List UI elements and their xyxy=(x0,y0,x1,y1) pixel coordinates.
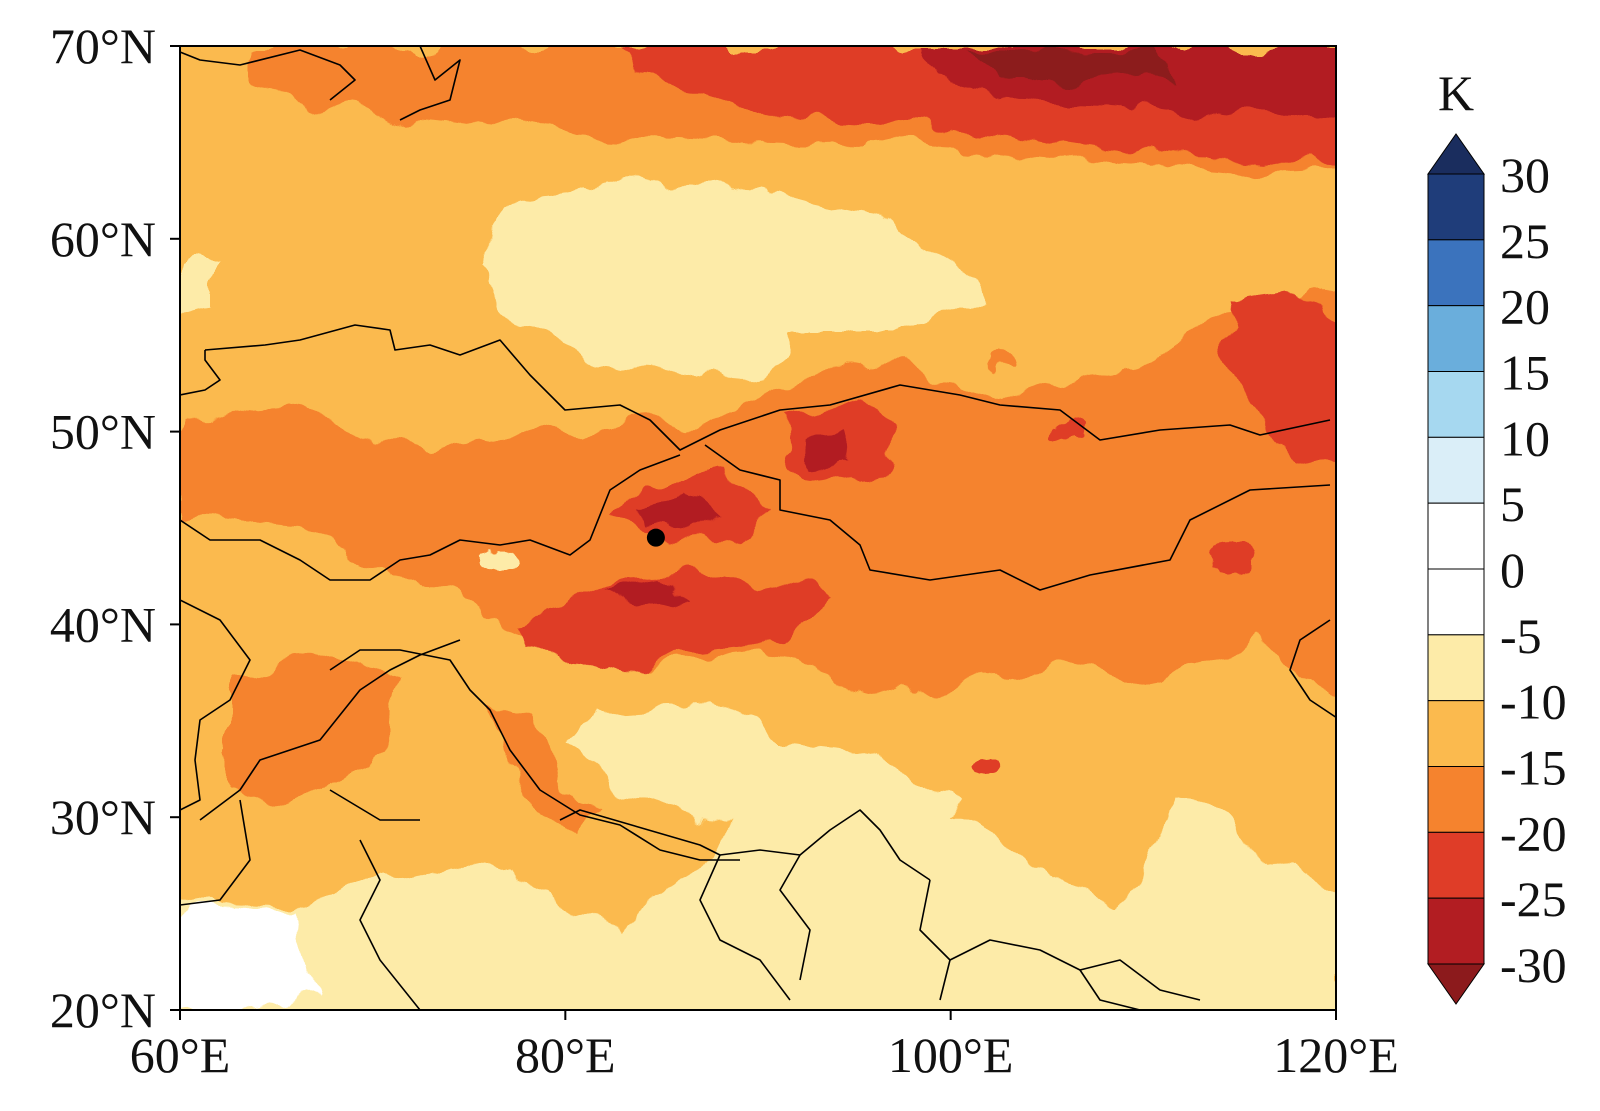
colorbar-tick-label: 0 xyxy=(1500,542,1525,598)
contour-light-siberia xyxy=(480,185,980,380)
colorbar-bin xyxy=(1427,634,1485,702)
patch-orange-1 xyxy=(990,352,1010,368)
colorbar-tick-label: 15 xyxy=(1500,345,1550,401)
colorbar-bin xyxy=(1427,766,1485,833)
colorbar-bin xyxy=(1427,173,1485,241)
contour-deepred-north xyxy=(960,50,1180,80)
contour-light-west xyxy=(180,265,215,320)
colorbar-bin xyxy=(1427,371,1485,438)
patch-red-1 xyxy=(1208,542,1252,578)
colorbar: K 30 25 20 15 10 5 0 -5 -10 -15 -20 -25 -30 xyxy=(1427,65,1567,1005)
contour-red-tarim xyxy=(520,575,830,670)
colorbar-extend-top xyxy=(1427,133,1485,175)
colorbar-bin xyxy=(1427,700,1485,768)
patch-light-1 xyxy=(485,550,515,570)
map-panel xyxy=(180,46,1336,1010)
contour-orange-central xyxy=(180,290,1336,695)
colorbar-bin xyxy=(1427,305,1485,372)
y-tick-label: 70°N xyxy=(50,18,156,74)
colorbar-bins xyxy=(1427,173,1485,965)
x-axis: 60°E 80°E 100°E 120°E xyxy=(130,1010,1399,1083)
contour-white-south xyxy=(180,905,320,1010)
colorbar-tick-label: 20 xyxy=(1500,279,1550,335)
contour-red-east xyxy=(1220,290,1336,469)
x-tick-label: 80°E xyxy=(515,1027,616,1083)
colorbar-extend-bottom xyxy=(1427,963,1485,1005)
colorbar-tick-label: -15 xyxy=(1500,740,1567,796)
colorbar-tick-label: -30 xyxy=(1500,937,1567,993)
colorbar-unit: K xyxy=(1438,65,1474,121)
contour-darkred-junggar xyxy=(640,495,720,535)
colorbar-bin xyxy=(1427,436,1485,504)
colorbar-bin xyxy=(1427,831,1485,899)
map-frame xyxy=(179,45,1337,1011)
site-marker-dot xyxy=(646,528,665,547)
x-tick-label: 120°E xyxy=(1273,1027,1399,1083)
contour-small-patches xyxy=(485,352,1252,775)
contour-orange-afghan xyxy=(230,650,400,800)
y-tick-label: 20°N xyxy=(50,982,156,1038)
colorbar-bin xyxy=(1427,568,1485,636)
colorbar-tick-label: -10 xyxy=(1500,674,1567,730)
contour-orange-nepal xyxy=(480,700,610,830)
y-axis: 20°N 30°N 40°N 50°N 60°N 70°N xyxy=(50,18,180,1038)
colorbar-tick-label: 25 xyxy=(1500,213,1550,269)
colorbar-tick-label: 30 xyxy=(1500,147,1550,203)
colorbar-tick-label: -5 xyxy=(1500,608,1542,664)
contour-darkred-mongolia xyxy=(800,435,850,465)
colorbar-bin xyxy=(1427,897,1485,965)
contour-darkred-tarim xyxy=(600,580,690,610)
colorbar-bin xyxy=(1427,239,1485,307)
patch-red-2 xyxy=(973,755,997,775)
colorbar-tick-label: -20 xyxy=(1500,805,1567,861)
contour-light-south xyxy=(180,790,1336,1010)
colorbar-labels: 30 25 20 15 10 5 0 -5 -10 -15 -20 -25 -30 xyxy=(1500,147,1567,993)
contour-light-tibet xyxy=(570,700,960,840)
y-tick-label: 60°N xyxy=(50,211,156,267)
patch-red-3 xyxy=(1056,418,1084,442)
colorbar-tick-label: 5 xyxy=(1500,476,1525,532)
y-tick-label: 30°N xyxy=(50,789,156,845)
y-tick-label: 40°N xyxy=(50,596,156,652)
country-borders xyxy=(180,46,1336,1010)
contour-field xyxy=(180,46,1336,1010)
y-tick-label: 50°N xyxy=(50,404,156,460)
x-tick-label: 60°E xyxy=(130,1027,231,1083)
colorbar-tick-label: -25 xyxy=(1500,871,1567,927)
colorbar-tick-label: 10 xyxy=(1500,410,1550,466)
x-tick-label: 100°E xyxy=(888,1027,1014,1083)
colorbar-bin xyxy=(1427,502,1485,570)
